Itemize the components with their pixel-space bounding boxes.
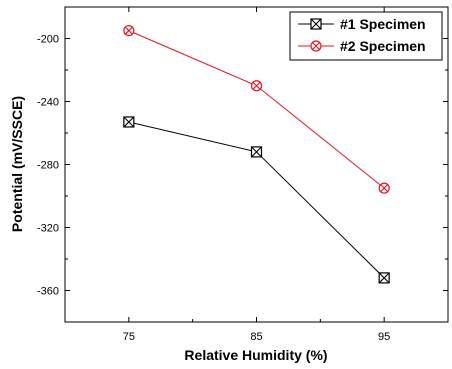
series-2-point (250, 80, 263, 92)
legend-entry: #1 Specimen (298, 16, 426, 32)
series-2-point (378, 182, 390, 194)
series-1-line (128, 121, 385, 279)
legend-marker (310, 18, 322, 30)
y-tick-label: -200 (37, 34, 59, 46)
series-2 (123, 25, 390, 194)
x-tick-label: 95 (378, 331, 390, 343)
legend-label: #2 Specimen (340, 38, 426, 54)
legend-marker (310, 40, 322, 52)
y-axis: -200 -240 -280 -320 -360 (37, 6, 448, 323)
x-axis: 75 85 95 (64, 7, 449, 343)
series-1 (123, 116, 390, 284)
x-axis-title: Relative Humidity (%) (184, 347, 327, 363)
y-tick-label: -240 (37, 97, 59, 109)
y-axis-title: Potential (mV/SSCE) (9, 96, 25, 232)
series-1-point (250, 146, 263, 158)
y-tick-label: -360 (37, 286, 59, 298)
legend-entries: #1 Specimen #2 Specimen (298, 16, 426, 54)
legend: #1 Specimen #2 Specimen (289, 11, 443, 61)
legend-entry: #2 Specimen (298, 38, 426, 54)
x-tick-label: 75 (123, 331, 135, 343)
y-tick-label: -280 (37, 160, 59, 172)
series-1-point (378, 272, 390, 284)
x-tick-label: 85 (250, 331, 262, 343)
legend-label: #1 Specimen (340, 16, 426, 32)
y-tick-label: -320 (37, 223, 59, 235)
series-layer (123, 25, 390, 284)
series-1-point (123, 116, 135, 128)
series-2-point (123, 25, 135, 37)
